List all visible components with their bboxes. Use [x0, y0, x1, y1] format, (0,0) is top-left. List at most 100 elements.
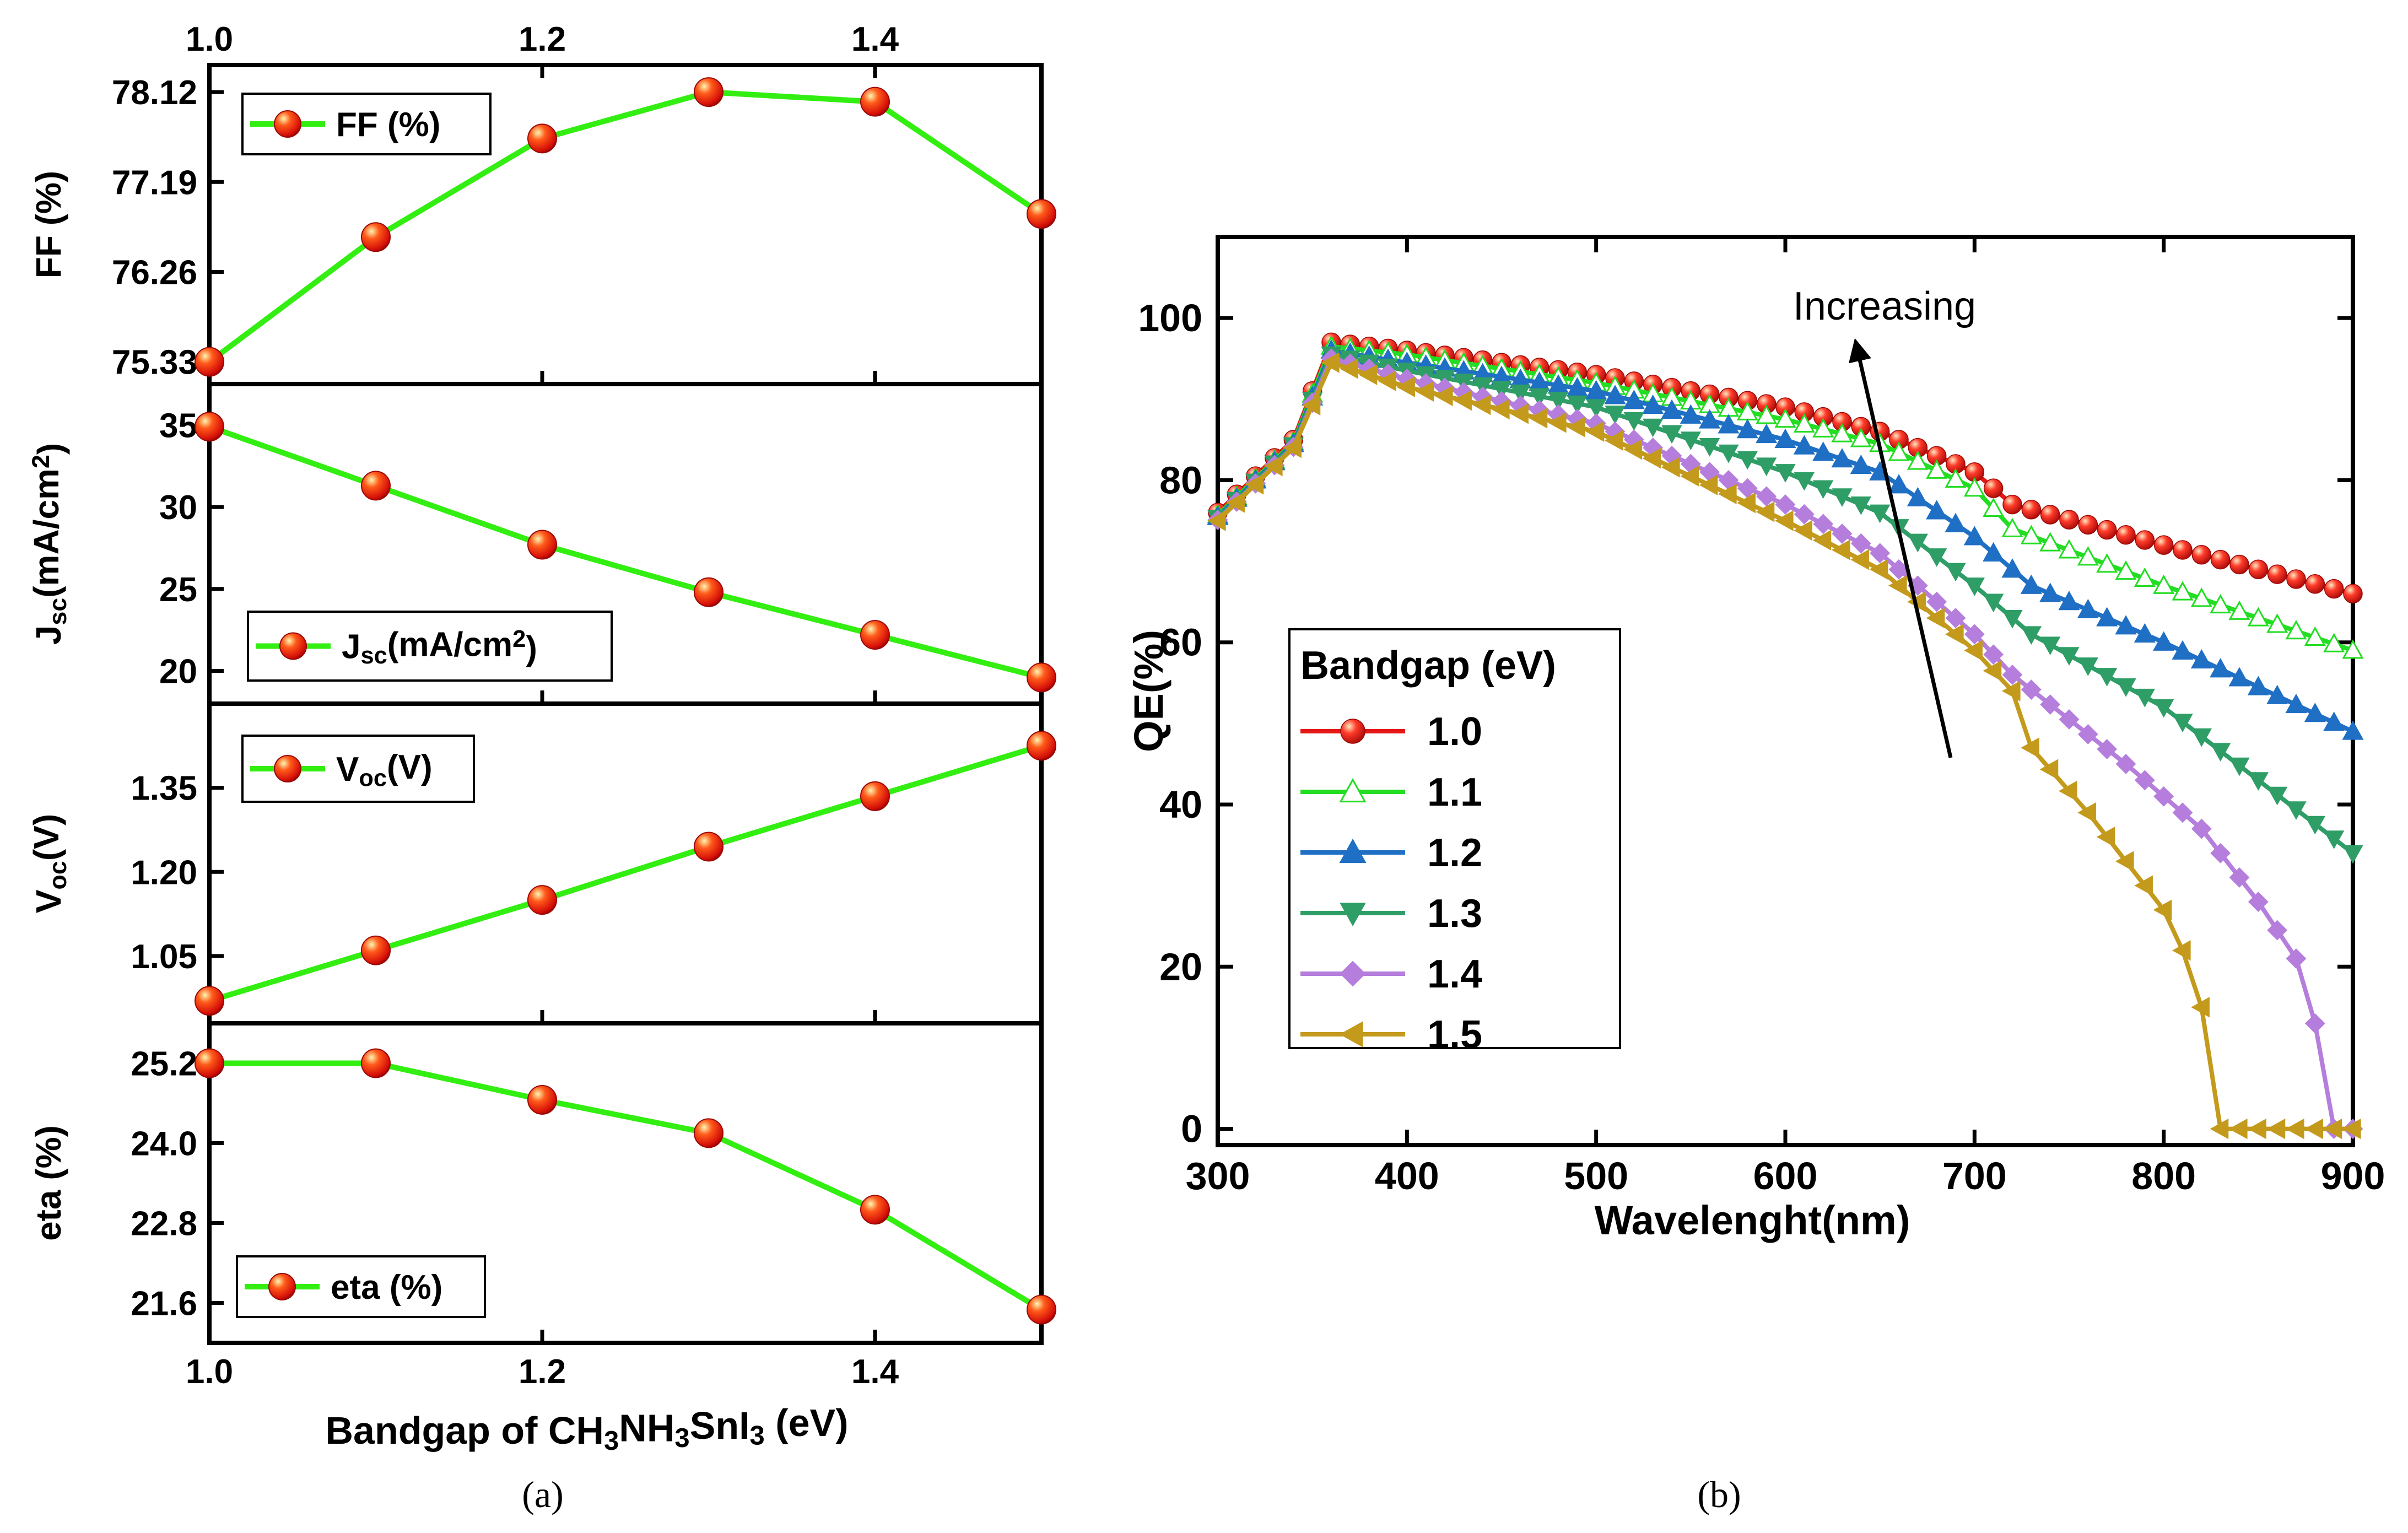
data-point	[2153, 899, 2172, 920]
caption-a: (a)	[522, 1473, 563, 1515]
data-point	[2021, 737, 2039, 758]
data-point	[1926, 459, 1948, 479]
data-point	[2020, 525, 2042, 544]
data-point	[1870, 543, 1891, 564]
y-axis-label: QE(%)	[1126, 630, 1171, 752]
data-point	[2323, 711, 2345, 731]
data-point	[2153, 699, 2174, 718]
legend-entry: 1.3	[1300, 892, 1482, 936]
x-tick-label: 300	[1186, 1154, 1250, 1197]
data-point	[1812, 418, 1834, 438]
data-point	[1964, 624, 1985, 645]
data-point	[1680, 466, 1699, 487]
y-tick-label: 78.12	[112, 74, 197, 112]
data-point	[2266, 786, 2288, 806]
data-point	[2115, 754, 2136, 774]
data-point	[1340, 903, 1366, 927]
y-tick-label: 20	[159, 653, 197, 691]
data-point	[1888, 441, 1910, 461]
data-point	[2286, 569, 2306, 589]
data-point	[1027, 1294, 1056, 1325]
legend-label: Jsc(mA/cm2)	[342, 625, 537, 669]
data-point	[1339, 838, 1367, 863]
top-x-tick-label: 1.4	[851, 20, 899, 58]
legend-entry: 1.4	[1300, 952, 1482, 996]
data-point	[2286, 948, 2307, 969]
data-point	[2021, 679, 2042, 700]
data-point	[2210, 743, 2231, 762]
data-point	[2002, 665, 2023, 685]
data-point	[2134, 875, 2153, 896]
data-point	[1964, 577, 1985, 596]
data-point	[2002, 494, 2022, 515]
data-point	[860, 620, 890, 650]
data-point	[2229, 554, 2249, 575]
data-point	[1907, 450, 1929, 470]
y-tick-label: 77.19	[112, 164, 197, 202]
data-point	[527, 1084, 557, 1115]
data-point	[2134, 688, 2156, 708]
data-point	[1207, 510, 1226, 531]
y-tick-label: 40	[1159, 783, 1202, 826]
data-point	[195, 347, 224, 377]
data-point	[1945, 563, 1966, 582]
data-point	[2153, 631, 2175, 651]
data-point	[2040, 505, 2060, 525]
data-point	[2059, 709, 2080, 730]
legend-entry: 1.5	[1300, 1013, 1482, 1057]
data-point	[2267, 564, 2287, 584]
data-point	[1907, 487, 1929, 506]
data-point	[1027, 662, 1056, 693]
data-point	[1510, 403, 1529, 424]
data-point	[2059, 510, 2079, 530]
data-point	[2115, 851, 2134, 872]
data-point	[2021, 626, 2042, 645]
legend-label: 1.2	[1427, 831, 1482, 875]
data-point	[1699, 474, 1718, 495]
data-point	[2285, 1118, 2304, 1140]
legend-marker	[279, 632, 307, 660]
data-point	[1794, 520, 1812, 541]
data-point	[1302, 395, 1321, 416]
data-point	[2248, 1118, 2266, 1140]
data-point	[2058, 780, 2077, 802]
y-tick-label: 22.8	[131, 1205, 197, 1243]
data-point	[1926, 548, 1947, 567]
data-point	[1812, 480, 1834, 499]
data-point	[2304, 1013, 2325, 1034]
legend-marker	[268, 1273, 296, 1300]
data-point	[1831, 448, 1853, 468]
data-point	[2285, 693, 2307, 714]
data-point	[1850, 496, 1872, 515]
y-tick-label: 35	[159, 407, 197, 445]
data-point	[2116, 525, 2136, 545]
data-point	[1585, 421, 1605, 442]
data-point	[1888, 474, 1910, 494]
data-point	[2267, 920, 2288, 941]
data-point	[1775, 464, 1796, 483]
data-point	[1850, 549, 1869, 570]
legend-label: 1.4	[1427, 952, 1482, 996]
data-point	[1832, 523, 1853, 544]
data-point	[1548, 392, 1569, 411]
data-point	[694, 77, 724, 107]
data-point	[2058, 539, 2080, 559]
y-tick-label: 30	[159, 489, 197, 527]
data-point	[1529, 388, 1550, 407]
series-line	[209, 1060, 1043, 1312]
panel-b: 0 20 40 60 80 100 300 400 500 600 700 800 900 Wavelen…	[1126, 235, 2385, 1515]
x-tick-label: 500	[1564, 1154, 1628, 1197]
x-tick-label: 800	[2131, 1154, 2196, 1197]
data-point	[1472, 377, 1493, 396]
data-point	[1756, 486, 1777, 507]
data-point	[2002, 609, 2023, 629]
data-point	[2039, 532, 2061, 552]
data-point	[1623, 439, 1642, 460]
data-point	[2191, 728, 2212, 747]
data-point	[1642, 448, 1661, 469]
top-x-tick-label: 1.0	[186, 20, 233, 58]
data-point	[1567, 417, 1585, 438]
y-tick-label: 60	[1159, 621, 1202, 664]
y-tick-label: 24.0	[131, 1125, 197, 1163]
data-point	[1604, 385, 1626, 404]
